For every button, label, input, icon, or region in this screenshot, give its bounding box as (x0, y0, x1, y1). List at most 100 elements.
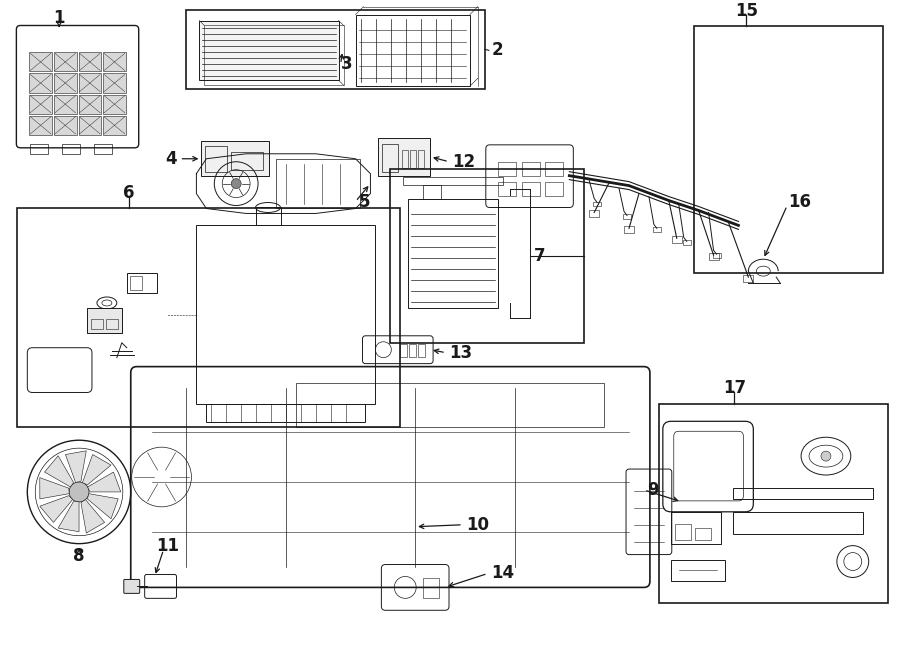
Bar (78, 73, 101, 93)
Bar (743, 275, 753, 282)
Polygon shape (81, 500, 104, 533)
Text: 5: 5 (358, 192, 370, 210)
Bar (276, 159, 361, 208)
Bar (423, 578, 439, 598)
Text: 10: 10 (466, 516, 489, 533)
Bar (400, 344, 407, 357)
Bar (590, 210, 599, 217)
Bar (382, 144, 399, 172)
Bar (522, 182, 539, 196)
Text: 9: 9 (647, 481, 659, 499)
Bar (205, 146, 227, 172)
Bar (652, 227, 661, 233)
Text: 2: 2 (491, 42, 503, 59)
Bar (62, 144, 80, 154)
Text: 12: 12 (452, 153, 475, 171)
Bar (545, 182, 563, 196)
Bar (708, 253, 718, 260)
Bar (30, 73, 52, 93)
Bar (734, 512, 863, 533)
Bar (410, 150, 416, 168)
Text: 8: 8 (73, 547, 85, 564)
Bar (670, 560, 725, 582)
Bar (94, 144, 112, 154)
Circle shape (231, 178, 241, 188)
Bar (522, 162, 539, 176)
Bar (78, 95, 101, 114)
Bar (30, 95, 52, 114)
Bar (659, 405, 887, 603)
Circle shape (821, 451, 831, 461)
Bar (391, 169, 584, 343)
Text: 3: 3 (341, 56, 353, 73)
Bar (206, 405, 365, 422)
Text: 4: 4 (165, 150, 176, 168)
Bar (402, 150, 409, 168)
Bar (78, 52, 101, 71)
Bar (670, 512, 721, 543)
Bar (30, 116, 52, 135)
Bar (498, 182, 516, 196)
Polygon shape (66, 451, 86, 483)
Polygon shape (45, 455, 74, 487)
Bar (694, 26, 883, 273)
Polygon shape (87, 494, 118, 519)
Bar (186, 9, 485, 89)
FancyBboxPatch shape (124, 580, 140, 594)
Bar (256, 208, 281, 225)
Bar (104, 52, 126, 71)
Bar (593, 202, 601, 206)
Bar (409, 198, 498, 308)
Bar (356, 15, 470, 86)
Text: 15: 15 (735, 1, 758, 20)
Bar (200, 20, 338, 80)
Bar (127, 273, 157, 293)
Bar (403, 176, 503, 184)
Polygon shape (40, 496, 73, 522)
Circle shape (69, 482, 89, 502)
Text: 6: 6 (123, 184, 134, 202)
Bar (54, 95, 76, 114)
Bar (104, 95, 126, 114)
Bar (623, 214, 631, 219)
Bar (104, 73, 126, 93)
Text: 16: 16 (788, 192, 811, 210)
Bar (30, 52, 52, 71)
Bar (91, 319, 103, 329)
Bar (423, 184, 441, 198)
Bar (498, 162, 516, 176)
Text: 13: 13 (449, 344, 473, 362)
Bar (54, 52, 76, 71)
Bar (17, 208, 400, 427)
Bar (78, 116, 101, 135)
Bar (675, 524, 690, 539)
Bar (87, 308, 122, 332)
Bar (130, 276, 141, 290)
Bar (418, 344, 425, 357)
Polygon shape (83, 455, 111, 485)
Text: 7: 7 (534, 247, 545, 265)
Polygon shape (40, 478, 69, 499)
Text: 14: 14 (491, 564, 514, 582)
Bar (671, 237, 681, 243)
Bar (410, 344, 416, 357)
Polygon shape (87, 472, 121, 492)
Bar (545, 162, 563, 176)
Bar (54, 116, 76, 135)
Bar (695, 527, 711, 539)
Text: 1: 1 (53, 9, 65, 26)
Bar (713, 253, 721, 258)
Bar (231, 152, 263, 170)
Bar (106, 319, 118, 329)
Bar (196, 225, 375, 405)
Bar (104, 116, 126, 135)
Bar (54, 73, 76, 93)
Bar (204, 26, 344, 85)
Polygon shape (58, 502, 79, 531)
Bar (31, 144, 49, 154)
Bar (296, 383, 604, 427)
Bar (418, 150, 424, 168)
Bar (683, 241, 690, 245)
Bar (624, 226, 634, 233)
Bar (734, 488, 873, 499)
